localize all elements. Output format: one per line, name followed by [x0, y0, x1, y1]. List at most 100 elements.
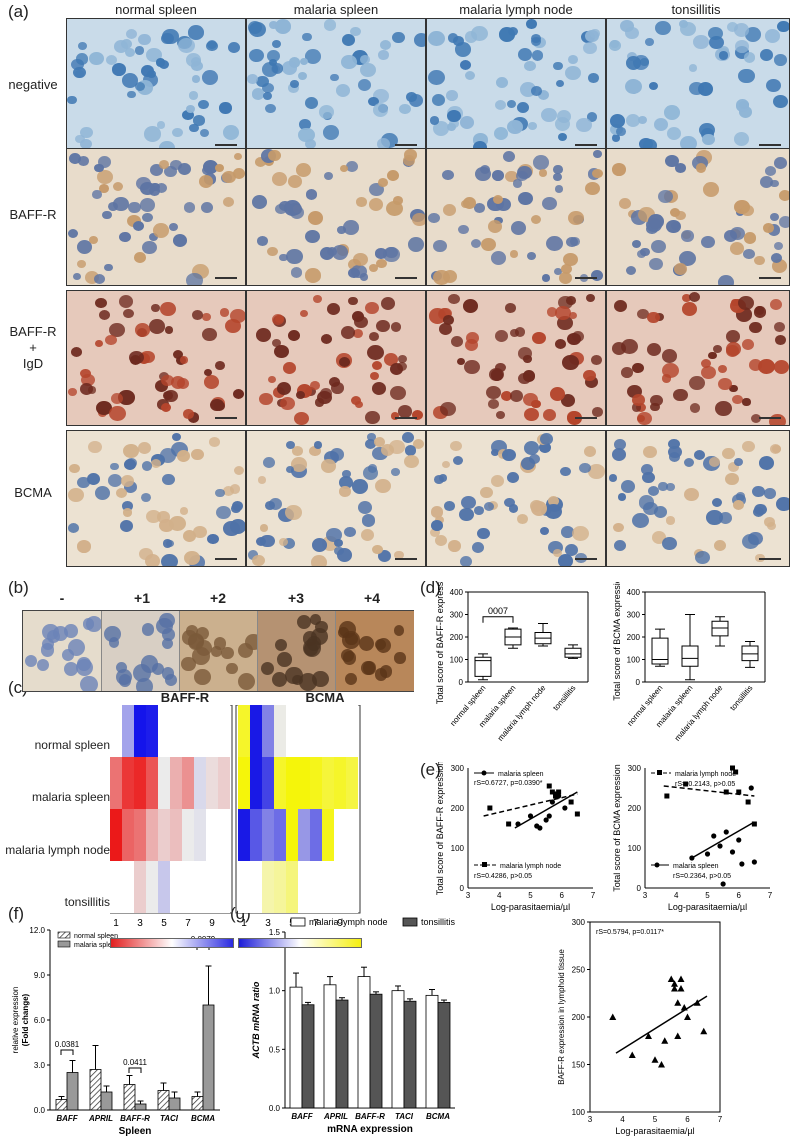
h-xtick: 3	[588, 1115, 593, 1124]
scatter-xlabel: Log-parasitaemia/µl	[668, 902, 747, 912]
f-ytick: 6.0	[34, 1016, 46, 1025]
heatmap-row-tonsillitis: tonsillitis	[64, 895, 110, 909]
fit-line-lymph-node	[483, 793, 578, 817]
scatter-xtick: 5	[705, 891, 710, 900]
micrograph-bcma-4	[606, 430, 790, 567]
h-point	[674, 999, 682, 1006]
h-point	[651, 1056, 659, 1063]
scatter-point-circle	[739, 861, 745, 867]
box-rect	[711, 620, 729, 637]
score-label-neg: -	[59, 590, 65, 606]
scale-bar	[395, 417, 417, 419]
scale-bar	[215, 277, 237, 279]
heatmap-cell-baff-r	[170, 809, 182, 861]
heatmap-cell-baff-r	[146, 861, 158, 913]
heatmap-row-malaria-lymph-node: malaria lymph node	[5, 843, 110, 857]
staining-scale-strip	[22, 610, 414, 692]
scatter-point-circle	[546, 813, 552, 819]
heatmap-cell-baff-r	[182, 705, 194, 757]
scatter-ytick: 200	[451, 804, 465, 813]
heatmap-cell-bcma	[262, 705, 274, 757]
bar-and-scatter-bottom: 0.0 3.0 6.0 9.0 12.0 relative expression (Fold…	[11, 917, 723, 1137]
col-head-malaria-spleen: malaria spleen	[293, 2, 379, 17]
g-category: BAFF-R	[355, 1112, 385, 1121]
h-point	[674, 1032, 682, 1039]
f-category: TACI	[160, 1114, 179, 1123]
scatter-xtick: 4	[497, 891, 502, 900]
heatmap-cell-bcma	[286, 757, 298, 809]
heatmap-cell-baff-r	[218, 757, 230, 809]
scatter-point-square	[736, 789, 742, 795]
f-category: BAFF	[56, 1114, 78, 1123]
staining-tile-2	[179, 611, 258, 691]
score-label-1: +1	[134, 590, 150, 606]
f-legend-label: malaria spleen	[74, 942, 120, 949]
f-xlabel: Spleen	[119, 1126, 152, 1137]
g-category: BAFF	[291, 1112, 313, 1121]
scatter-point-circle	[543, 817, 549, 823]
h-ytick: 250	[572, 966, 586, 975]
heatmap-cell-baff-r	[158, 809, 170, 861]
f-ytick: 9.0	[34, 971, 46, 980]
scatter-point-circle	[704, 851, 711, 857]
box-rect	[564, 647, 582, 658]
scatter-point-square	[723, 789, 729, 795]
col-head-tonsillitis: tonsillitis	[671, 2, 721, 17]
legend-marker	[482, 862, 487, 867]
staining-tile-1	[101, 611, 180, 691]
boxplot-charts: 0 100 200 300 400 Total score of BAFF-R expre…	[435, 582, 766, 743]
heatmap-cell-bcma	[322, 861, 334, 913]
heatmap-cell-baff-r	[122, 757, 134, 809]
scale-bar	[759, 144, 781, 146]
scatter-xtick: 5	[528, 891, 533, 900]
box-rect	[474, 656, 492, 677]
heatmap-cell-bcma	[310, 861, 322, 913]
scatter-point-circle	[537, 825, 543, 831]
h-point	[628, 1051, 636, 1058]
panel-b-letter: (b)	[8, 578, 29, 597]
h-ytick: 150	[572, 1061, 586, 1070]
heatmap-cell-baff-r	[194, 757, 206, 809]
box-rect	[651, 637, 669, 665]
panel-a-letter: (a)	[8, 2, 29, 21]
box-ytick: 200	[627, 633, 641, 642]
heatmap-cell-bcma	[274, 861, 286, 913]
fit-line-spleen	[514, 791, 578, 829]
scale-bar	[759, 558, 781, 560]
box-rect	[681, 645, 699, 667]
heatmap-cell-bcma	[298, 757, 310, 809]
f-bar	[123, 1084, 136, 1111]
f-legend-swatch	[57, 940, 71, 948]
heatmap-cell-bcma	[262, 861, 274, 913]
scatter-ytick: 200	[628, 804, 642, 813]
scatter-ylabel: Total score of BCMA expression	[612, 764, 622, 892]
box-ytick: 0	[636, 678, 641, 687]
legend-stat: rS=0.6727, p=0.0390*	[474, 780, 543, 787]
heatmap-cell-baff-r	[194, 705, 206, 757]
heatmap-cell-bcma	[286, 861, 298, 913]
box-ytick: 0	[459, 678, 464, 687]
scale-bar	[395, 144, 417, 146]
scale-bar	[575, 144, 597, 146]
scatter-point-circle	[562, 805, 568, 811]
heatmap-cell-baff-r	[182, 861, 194, 913]
colorbar-baff-r	[110, 938, 234, 948]
h-xlabel: Log-parasitaemia/µl	[615, 1126, 694, 1136]
h-point	[671, 985, 678, 992]
heatmap-cell-bcma	[346, 705, 358, 757]
heatmap-cell-baff-r	[194, 861, 206, 913]
scatter-xtick: 6	[560, 891, 565, 900]
f-bar	[89, 1069, 102, 1111]
heatmap-cell-baff-r	[110, 705, 122, 757]
heatmap-xtick: 5	[161, 918, 167, 929]
f-ylabel-2: (Fold change)	[21, 993, 30, 1046]
scatter-point-square	[730, 765, 735, 771]
heatmap-cell-bcma	[250, 861, 262, 913]
micrograph-igd-3	[426, 290, 606, 426]
heatmap-cell-baff-r	[146, 757, 158, 809]
heatmap-row-normal-spleen: normal spleen	[34, 738, 110, 752]
heatmap-cell-baff-r	[170, 705, 182, 757]
box-ylabel: Total score of BAFF-R expression	[435, 582, 445, 704]
g-xlabel: mRNA expression	[327, 1124, 413, 1135]
g-bar	[357, 976, 371, 1109]
